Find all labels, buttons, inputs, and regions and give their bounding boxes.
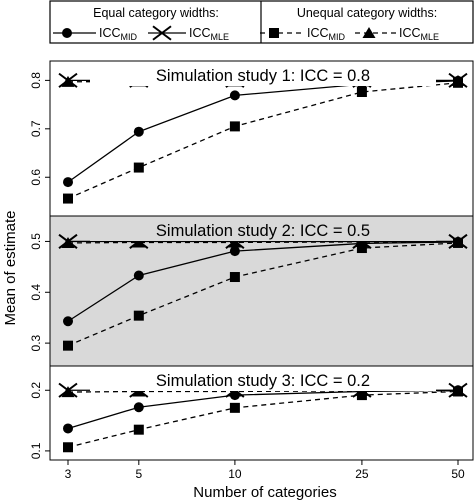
panel-3-ytick-label: 0.2: [29, 382, 43, 399]
panel-1-frame: [49, 60, 474, 217]
chart-panels: 0.60.70.8 Simulation study 1: ICC = 0.80.…: [29, 60, 474, 461]
panel-2-square-point: [229, 272, 240, 283]
x-axis-label: Number of categories: [193, 484, 336, 501]
panel-1-title-bg: [90, 65, 436, 86]
panel-1-square-point: [229, 121, 240, 132]
panel-2-square-point: [356, 243, 367, 254]
legend-marker-triangle: [362, 27, 376, 38]
panel-2-triangle-point: [61, 236, 75, 248]
x-tick-label: 5: [135, 467, 142, 481]
x-tick-label: 10: [228, 467, 242, 481]
panel-1: 0.6 0.7 0.8 Simulation study 1: ICC = 0.8: [29, 60, 474, 217]
panel-2-triangle-point: [451, 235, 465, 247]
panel-1-title: Simulation study 1: ICC = 0.8: [156, 67, 370, 85]
y-axis-label: Mean of estimate: [2, 210, 19, 325]
x-tick-label: 25: [355, 467, 369, 481]
panel-1-square-point: [63, 193, 73, 204]
panel-3-triangle-point: [451, 384, 465, 396]
panel-2-ytick-label: 0.5: [29, 233, 43, 250]
panel-2-triangle-point: [132, 236, 146, 248]
panel-1-ytick-label: 0.8: [29, 72, 43, 89]
panel-3-triangle-point: [61, 386, 75, 398]
panel-3-square-point: [63, 442, 73, 453]
panel-1-ytick-label: 0.6: [29, 169, 43, 186]
panel-1-triangle-point: [61, 75, 75, 87]
panel-1-square-point: [356, 87, 367, 97]
panel-2-ytick-label: 0.3: [29, 334, 43, 351]
x-tick-label: 3: [65, 467, 72, 481]
panel-1-ytick-label: 0.7: [29, 120, 43, 137]
panel-3-circle-point: [133, 402, 144, 413]
legend-group-1-title: Equal category widths:: [93, 6, 219, 20]
panel-2-square-point: [133, 310, 144, 321]
legend-marker-circle: [62, 28, 72, 38]
panel-3-circle-point: [63, 423, 73, 434]
panel-1-circle-point: [133, 126, 144, 137]
panel-1-triangle-point: [451, 74, 465, 86]
panel-2-triangle-point: [228, 236, 242, 248]
panel-3-ytick-label: 0.1: [29, 442, 43, 459]
panel-2-triangle-point: [355, 235, 369, 247]
panel-1-circle-point: [229, 90, 240, 101]
panel-1-square-point: [133, 162, 144, 173]
panel-2-circle-point: [63, 316, 73, 327]
panel-1-circle-point: [63, 177, 73, 188]
x-axis: 3 5 10 25 50: [65, 460, 465, 481]
legend-marker-cross: [152, 25, 172, 41]
panel-2-title-bg: [90, 220, 436, 241]
legend: Equal category widths: Unequal category …: [49, 0, 474, 44]
panel-3-title-bg: [90, 370, 436, 391]
panel-3: 0.1 0.2 Simulation study 3: ICC = 0.2: [29, 365, 474, 461]
panel-2-ytick-label: 0.4: [29, 284, 43, 301]
panel-2-circle-point: [133, 270, 144, 281]
x-tick-label: 50: [451, 467, 465, 481]
panel-3-title: Simulation study 3: ICC = 0.2: [156, 372, 370, 390]
panel-2-circle-point: [229, 246, 240, 257]
panel-2-title: Simulation study 2: ICC = 0.5: [156, 222, 370, 240]
panel-2-square-point: [63, 340, 73, 351]
panel-3-square-point: [229, 402, 240, 413]
panel-3-square-point: [133, 424, 144, 435]
legend-group-2-title: Unequal category widths:: [297, 6, 437, 20]
legend-marker-square: [269, 28, 279, 38]
panel-2: 0.3 0.4 0.5 Simulation study 2: ICC = 0.5: [29, 215, 474, 367]
